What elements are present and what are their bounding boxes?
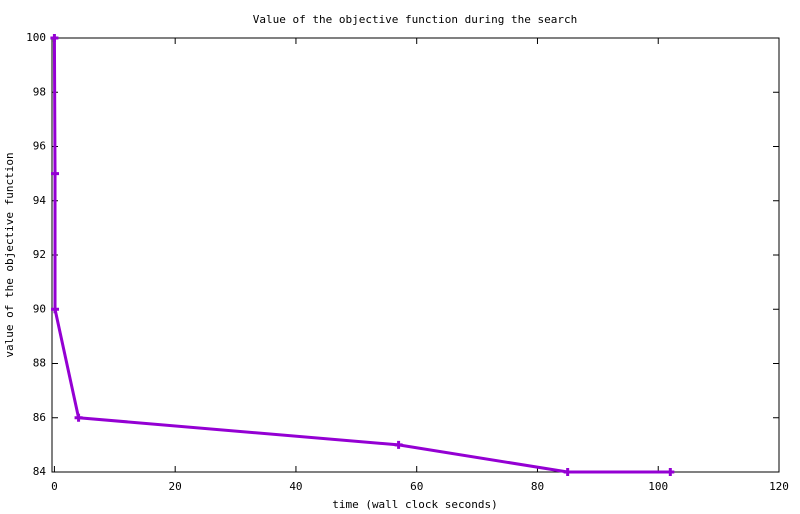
- y-tick-label: 88: [33, 357, 46, 370]
- x-tick-label: 40: [289, 480, 302, 493]
- point-marker: [51, 169, 60, 178]
- x-tick-label: 0: [51, 480, 58, 493]
- x-tick-label: 100: [648, 480, 668, 493]
- point-marker: [563, 468, 572, 476]
- x-tick-label: 120: [769, 480, 789, 493]
- y-tick-label: 98: [33, 85, 46, 98]
- y-tick-label: 96: [33, 140, 46, 153]
- point-marker: [394, 440, 403, 449]
- series-line: [52, 37, 671, 474]
- x-axis-label: time (wall clock seconds): [332, 498, 498, 511]
- x-tick-label: 80: [531, 480, 544, 493]
- y-tick-label: 100: [26, 31, 46, 44]
- y-axis-label: value of the objective function: [3, 152, 16, 357]
- plot-frame: [51, 37, 780, 473]
- x-tick-label: 20: [169, 480, 182, 493]
- chart-title: Value of the objective function during t…: [253, 13, 578, 26]
- y-tick-label: 92: [33, 248, 46, 261]
- x-tick-label: 60: [410, 480, 423, 493]
- point-marker: [50, 34, 59, 42]
- y-tick-label: 94: [33, 194, 47, 207]
- point-marker: [51, 305, 60, 314]
- point-marker: [74, 413, 83, 422]
- y-tick-label: 84: [33, 465, 47, 478]
- y-tick-label: 86: [33, 411, 46, 424]
- y-tick-label: 90: [33, 302, 46, 315]
- point-marker: [666, 468, 675, 476]
